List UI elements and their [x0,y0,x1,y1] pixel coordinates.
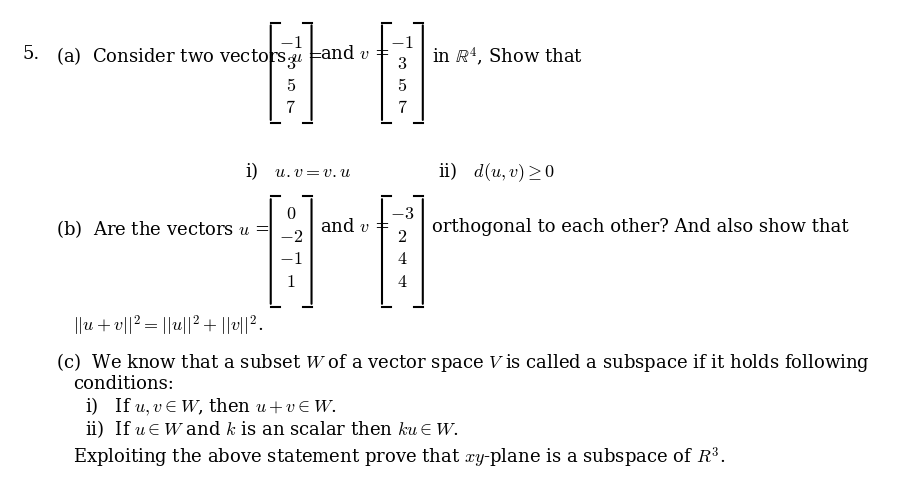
Text: (b)  Are the vectors $u$ =: (b) Are the vectors $u$ = [55,218,269,240]
Text: $5$: $5$ [285,77,296,95]
Text: and $v$ =: and $v$ = [321,45,390,63]
Text: orthogonal to each other? And also show that: orthogonal to each other? And also show … [431,218,848,236]
Text: ii)   $d(u, v) \geq 0$: ii) $d(u, v) \geq 0$ [438,160,554,184]
Text: $3$: $3$ [285,55,296,73]
Text: $-1$: $-1$ [390,34,414,52]
Text: $1$: $1$ [286,273,295,291]
Text: i)   If $u, v \in W$, then $u + v \in W$.: i) If $u, v \in W$, then $u + v \in W$. [85,396,336,418]
Text: $-2$: $-2$ [279,228,303,246]
Text: $-1$: $-1$ [279,250,303,268]
Text: conditions:: conditions: [72,375,174,393]
Text: $-3$: $-3$ [390,205,414,223]
Text: $-1$: $-1$ [279,34,303,52]
Text: i)   $u.v = v.u$: i) $u.v = v.u$ [245,160,351,182]
Text: $4$: $4$ [397,273,408,291]
Text: $0$: $0$ [285,205,296,223]
Text: 5.: 5. [23,45,40,63]
Text: (c)  We know that a subset $W$ of a vector space $V$ is called a subspace if it : (c) We know that a subset $W$ of a vecto… [55,351,870,374]
Text: $4$: $4$ [397,250,408,268]
Text: and $v$ =: and $v$ = [321,218,390,236]
Text: $2$: $2$ [397,228,407,246]
Text: $5$: $5$ [397,77,407,95]
Text: $3$: $3$ [397,55,407,73]
Text: $7$: $7$ [285,99,296,117]
Text: Exploiting the above statement prove that $xy$-plane is a subspace of $R^3$.: Exploiting the above statement prove tha… [72,446,725,470]
Text: $||u + v||^2 = ||u||^2 + ||v||^2$.: $||u + v||^2 = ||u||^2 + ||v||^2$. [72,313,263,338]
Text: in $\mathbb{R}^4$, Show that: in $\mathbb{R}^4$, Show that [431,45,583,68]
Text: $7$: $7$ [397,99,408,117]
Text: (a)  Consider two vectors $u$ =: (a) Consider two vectors $u$ = [55,45,323,67]
Text: ii)  If $u \in W$ and $k$ is an scalar then $ku \in W$.: ii) If $u \in W$ and $k$ is an scalar th… [85,418,458,440]
